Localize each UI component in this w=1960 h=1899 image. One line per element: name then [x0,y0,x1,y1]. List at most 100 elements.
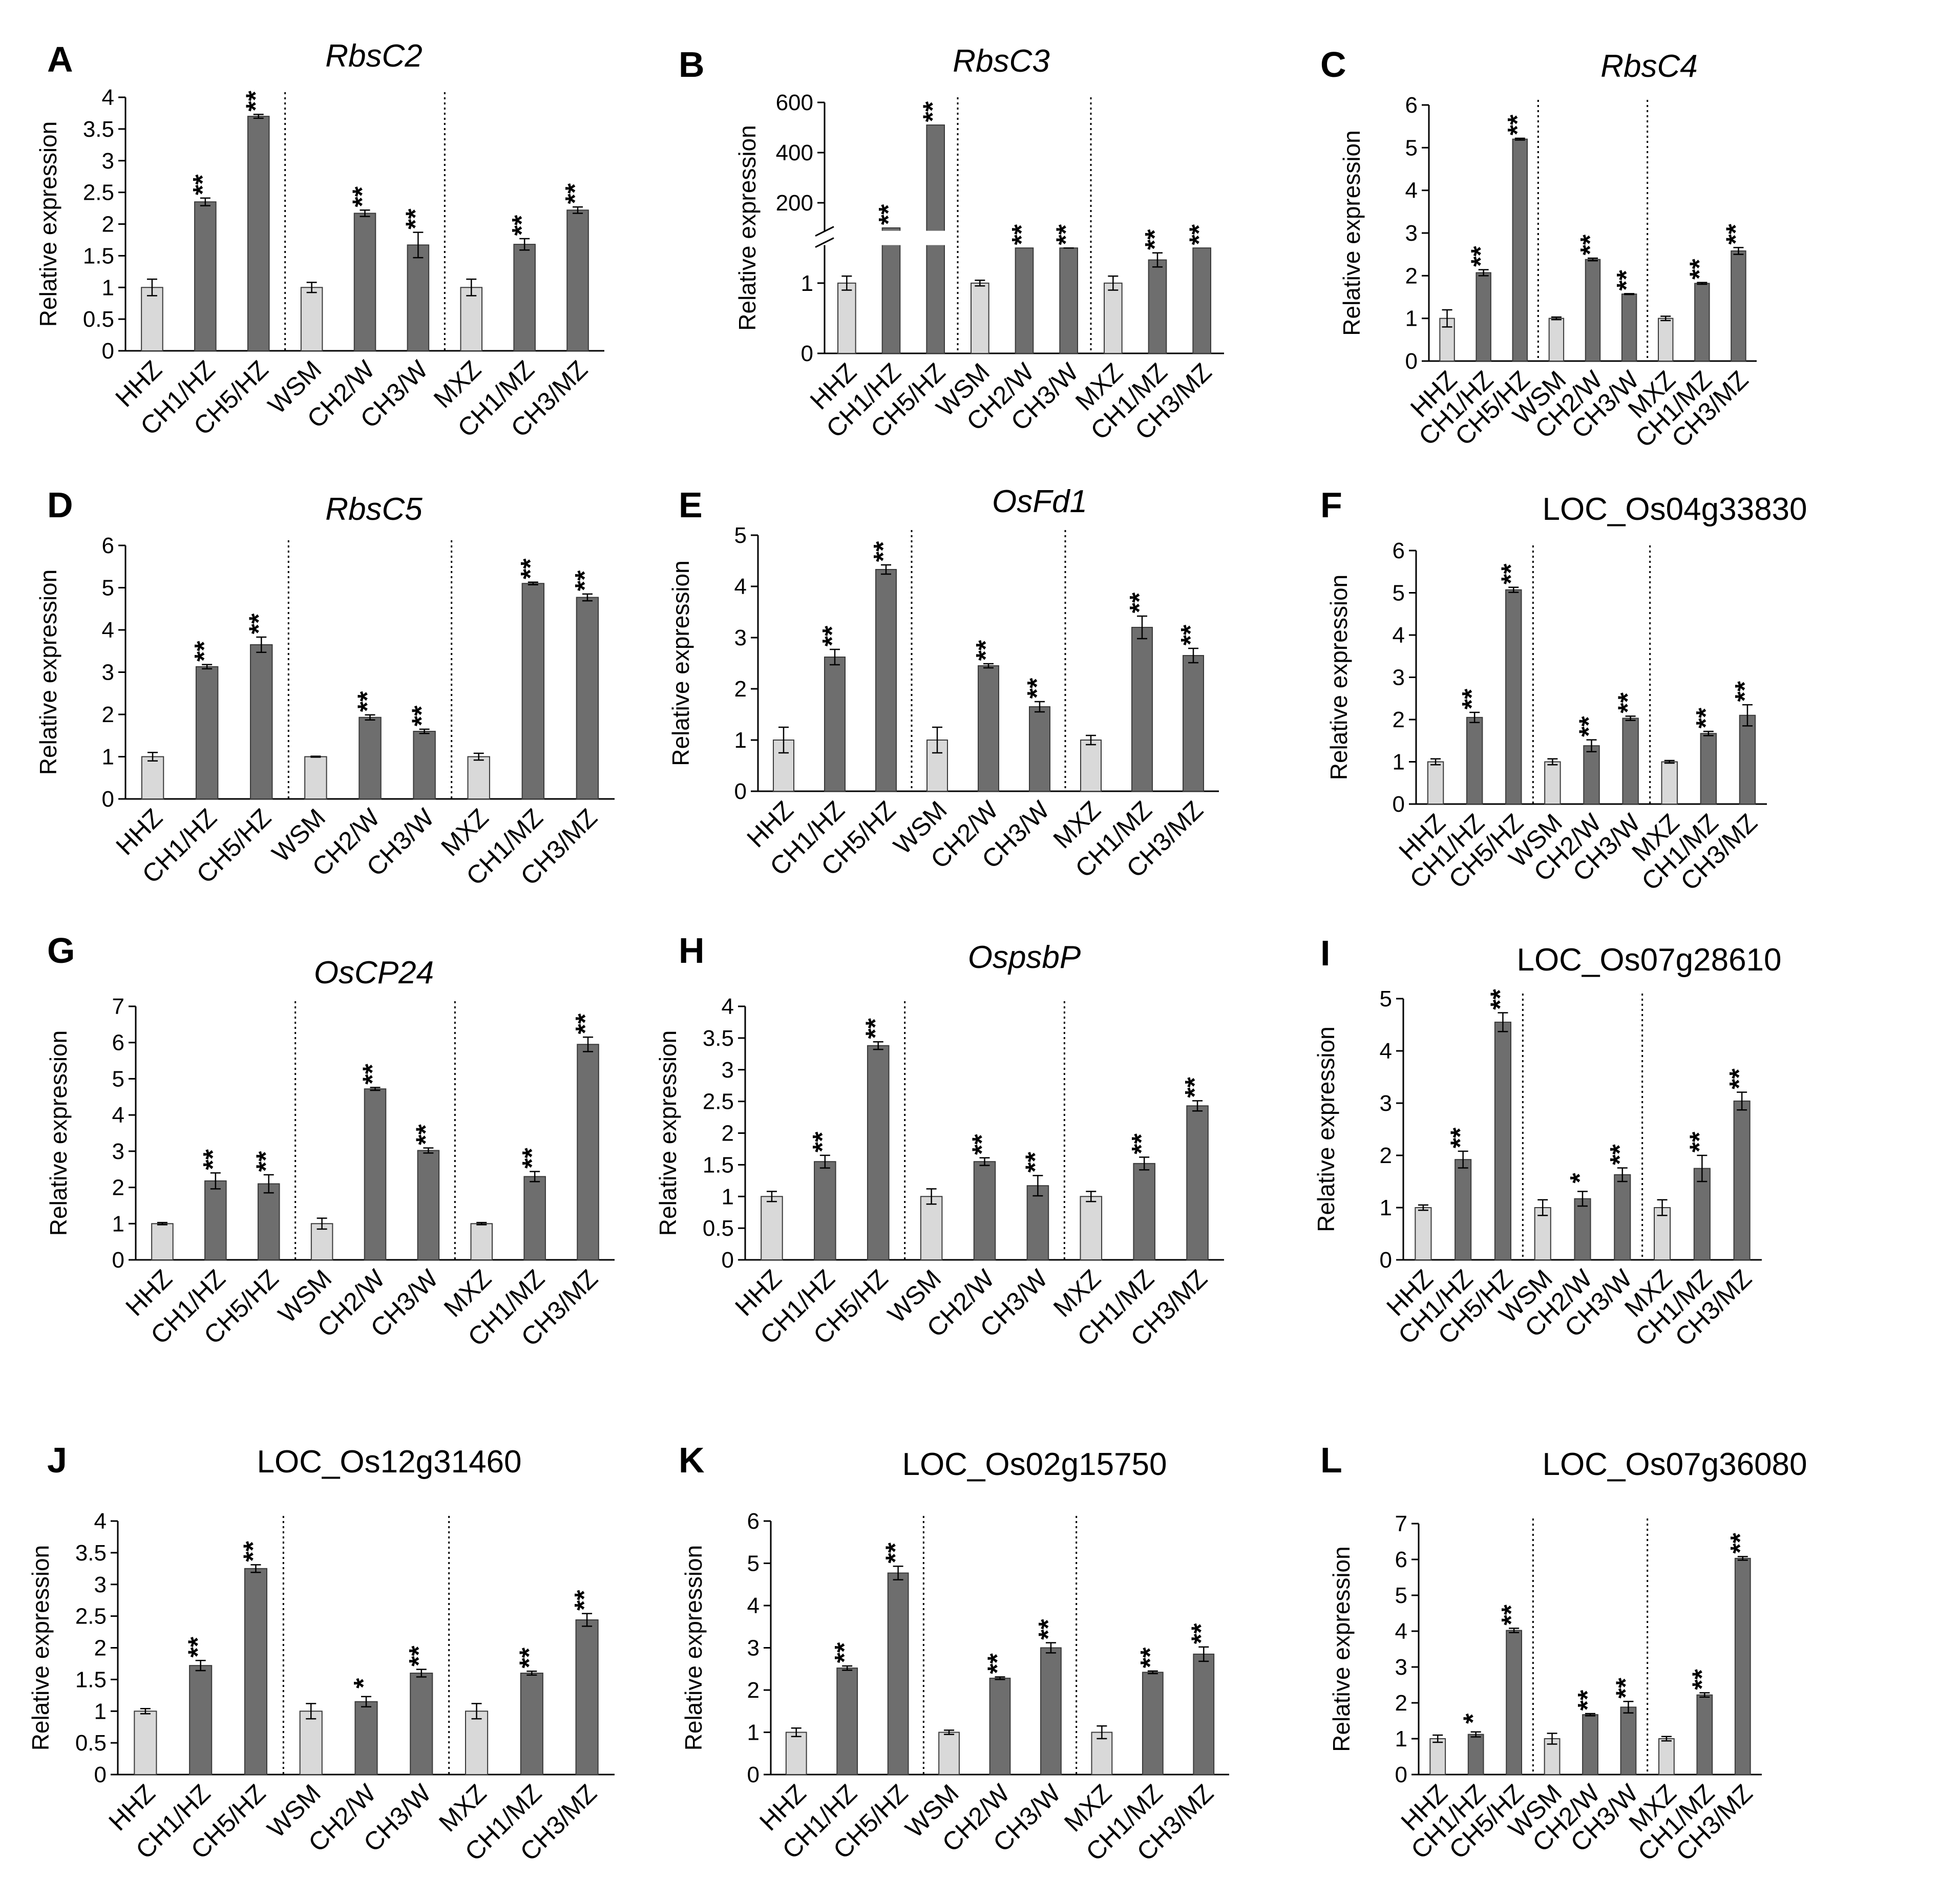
panel-letter: I [1320,933,1330,973]
y-tick-label: 1 [722,1184,734,1209]
y-tick-label: 0 [102,339,114,364]
significance-mark: ** [198,1149,228,1170]
y-tick-label: 1 [94,1699,107,1724]
y-tick-label: 1 [112,1211,124,1236]
significance-mark: ** [1485,989,1515,1010]
y-axis-title: Relative expression [45,1030,72,1236]
bar-ch3-w [410,1673,433,1775]
bar-mxz [470,1223,493,1260]
y-tick-label: 7 [112,994,124,1019]
significance-mark: ** [1497,1604,1526,1625]
panel-letter: E [679,485,703,525]
y-tick-label: 3.5 [83,117,114,142]
bar-hhz [151,1223,174,1260]
bar-ch1-hz [1467,1734,1484,1776]
bar-ch2-w [978,665,999,792]
bar-break-gap [880,230,902,245]
significance-mark: ** [1140,229,1170,250]
significance-mark: ** [407,705,437,726]
bar-mxz [465,1711,489,1775]
bar-ch5-hz [1505,589,1522,805]
y-axis-title: Relative expression [680,1545,707,1750]
y-tick-label: 0.5 [75,1731,107,1756]
panel-title: LOC_Os12g31460 [257,1444,521,1480]
panel-letter: K [679,1440,705,1480]
bar-ch3-w [413,731,436,799]
y-tick-label: 2 [1395,1691,1407,1716]
y-tick-label: 0.5 [83,307,114,332]
significance-mark: ** [1724,1068,1754,1089]
y-tick-label: 1 [102,275,114,300]
significance-mark: ** [1496,563,1526,584]
bar-hhz [837,282,856,354]
y-tick-label: 4 [112,1103,124,1128]
y-tick-label: 2 [1405,263,1418,288]
bar-ch1-hz [881,227,901,354]
bar-ch3-w [1621,293,1637,362]
significance-mark: ** [983,1653,1013,1674]
y-tick-label: 0 [1405,349,1418,374]
y-tick-label: 5 [112,1066,124,1091]
y-tick-label: 0 [1395,1762,1407,1787]
significance-mark: ** [1127,1133,1156,1154]
significance-mark: ** [1051,224,1081,245]
bar-wsm [1544,761,1561,805]
y-tick-label: 5 [1395,1583,1407,1608]
y-tick-label: 4 [1380,1039,1392,1064]
bar-ch1-mz [1148,259,1167,354]
bar-ch3-mz [1183,655,1204,792]
y-tick-label: 400 [776,140,813,165]
y-tick-label: 4 [747,1593,760,1618]
panel-title: LOC_Os02g15750 [902,1447,1167,1482]
panel-letter: F [1320,485,1342,525]
significance-mark: ** [808,1131,837,1152]
significance-mark: ** [244,613,273,634]
y-axis-title: Relative expression [35,121,61,327]
y-tick-label: 2 [722,1121,734,1146]
significance-mark: ** [1176,624,1206,645]
panel-letter: L [1320,1440,1342,1480]
y-tick-label: 2 [94,1636,107,1661]
panel-h: H OspsbP Relative expression 0 0.5 1 1.5 2 2.5 3 3… [655,931,1224,1352]
bar-ch1-mz [1142,1672,1164,1776]
y-tick-label: 1 [1393,750,1405,775]
significance-mark: ** [188,174,218,195]
y-tick-label: 3 [747,1636,760,1661]
bar-ch1-mz [1694,283,1710,362]
y-tick-label: 5 [747,1551,760,1576]
bar-break-gap [925,230,946,245]
bar-ch5-hz [875,569,897,792]
bar-mxz [1091,1732,1113,1775]
y-tick-label: 4 [722,994,734,1019]
bar-ch3-w [1029,706,1050,792]
significance-mark: ** [1503,114,1532,135]
significance-mark: ** [1020,1151,1050,1172]
y-tick-label: 4 [102,618,114,643]
bar-ch1-hz [204,1180,227,1260]
y-axis-title: Relative expression [1325,575,1352,780]
y-tick-label: 2.5 [83,180,114,205]
significance-mark: * [349,1678,378,1689]
y-tick-label: 3 [94,1572,107,1597]
y-tick-label: 0.5 [703,1216,734,1241]
significance-mark: ** [404,1645,434,1666]
bar-ch5-hz [867,1045,890,1260]
significance-mark: ** [1457,688,1487,709]
panel-a: A RbsC2 Relative expression 0 0.5 1 1.5 2 2.5 3 3.… [35,38,604,442]
significance-mark: ** [1721,223,1751,244]
y-tick-label: 3 [102,660,114,685]
y-tick-label: 3 [734,625,747,650]
bar-ch1-mz [520,1673,543,1775]
significance-mark: ** [507,215,537,236]
bar-break-gap [1058,230,1079,245]
significance-mark: ** [971,640,1001,661]
bar-ch2-w [364,1088,387,1260]
panel-letter: A [47,39,73,79]
significance-mark: ** [560,183,590,204]
bar-ch3-w [1026,1185,1049,1260]
significance-mark: ** [1725,1532,1755,1553]
panel-l: L LOC_Os07g36080 Relative expression 0 1 2 3 4 5… [1320,1440,1807,1866]
